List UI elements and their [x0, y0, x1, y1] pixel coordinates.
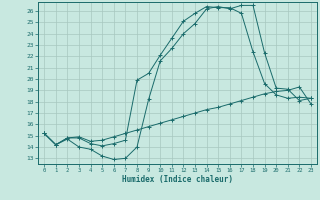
X-axis label: Humidex (Indice chaleur): Humidex (Indice chaleur): [122, 175, 233, 184]
